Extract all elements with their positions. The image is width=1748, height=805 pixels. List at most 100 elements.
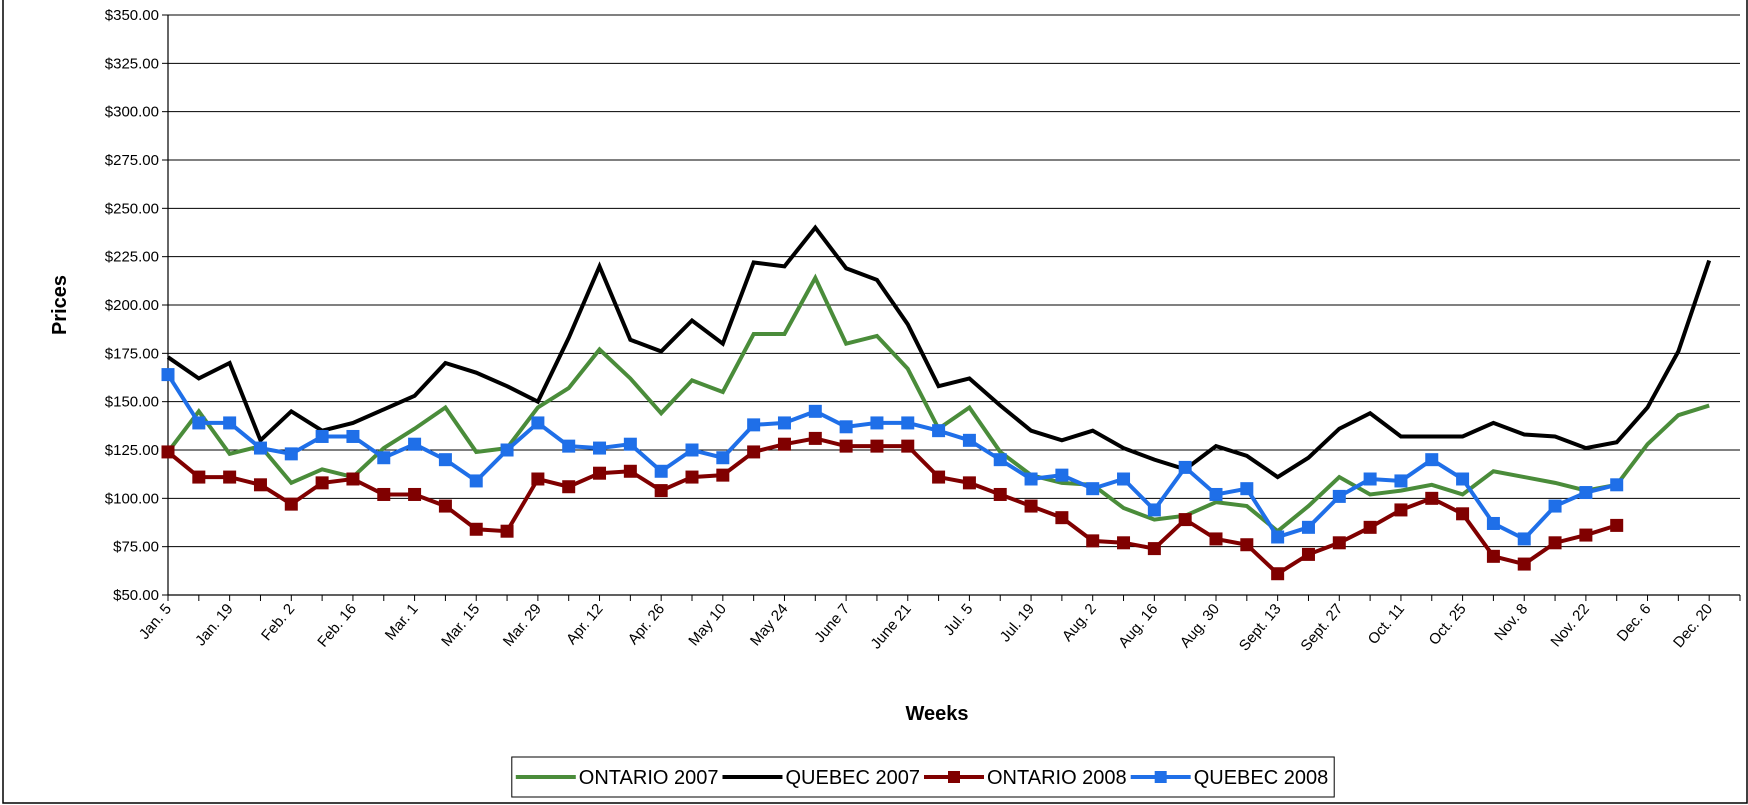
y-tick-label: $300.00 [105,104,159,121]
data-point [1055,468,1069,482]
data-point [284,447,298,461]
y-tick-label: $50.00 [113,587,159,604]
x-tick-label: Mar. 29 [500,601,545,650]
x-tick-label: Aug. 30 [1177,601,1223,652]
data-point [901,439,915,453]
data-point [161,368,175,382]
data-point [346,429,360,443]
x-tick-label: Oct. 25 [1426,601,1470,649]
legend-item: QUEBEC 2008 [1130,767,1328,789]
y-tick-label: $200.00 [105,297,159,314]
data-point [1271,567,1285,581]
data-point [1548,499,1562,513]
data-point [1209,487,1223,501]
x-tick-label: Oct. 11 [1365,601,1408,648]
data-point [1610,478,1624,492]
y-tick-label: $250.00 [105,200,159,217]
data-point [1024,499,1038,513]
data-point [1117,472,1131,486]
data-point [747,418,761,432]
x-tick-label: Aug. 16 [1115,601,1161,652]
y-tick-label: $100.00 [105,490,159,507]
data-point [1486,549,1500,563]
data-point [870,416,884,430]
data-point [593,466,607,480]
data-point [1024,472,1038,486]
data-point [284,497,298,511]
data-point [1086,482,1100,496]
legend-label: ONTARIO 2008 [987,767,1127,789]
x-tick-label: Apr. 12 [563,601,607,648]
x-tick-label: Jan. 5 [136,601,175,643]
data-point [1178,513,1192,527]
data-point [1517,532,1531,546]
data-point [593,441,607,455]
data-point [192,416,206,430]
data-point [1456,507,1470,521]
data-point [408,487,422,501]
x-tick-label: Sept. 27 [1297,601,1346,655]
x-tick-label: Nov. 22 [1547,601,1593,651]
data-point [1147,503,1161,517]
data-point [716,451,730,465]
x-tick-label: Dec. 20 [1670,601,1716,652]
data-point [1332,489,1346,503]
data-point [623,464,637,478]
data-point [623,437,637,451]
data-point [377,451,391,465]
data-point [1055,511,1069,525]
x-tick-label: Feb. 2 [258,601,298,645]
x-tick-label: June 7 [811,601,853,646]
data-point [161,445,175,459]
data-point [962,476,976,490]
data-point [716,468,730,482]
data-point [1517,557,1531,571]
y-axis-title: Prices [49,275,71,335]
y-tick-label: $275.00 [105,152,159,169]
data-point [1240,482,1254,496]
data-point [1425,453,1439,467]
data-point [1117,536,1131,550]
x-tick-label: Feb. 16 [314,601,360,651]
data-point [1301,547,1315,561]
data-point [654,484,668,498]
data-point [531,416,545,430]
data-point [192,470,206,484]
data-point [531,472,545,486]
data-point [500,443,514,457]
data-point [1579,486,1593,500]
y-tick-label: $350.00 [105,7,159,24]
data-point [253,441,267,455]
data-point [315,476,329,490]
legend-box [511,756,1335,798]
data-point [1209,532,1223,546]
series-line [166,224,1712,480]
y-tick-label: $325.00 [105,55,159,72]
data-point [1456,472,1470,486]
data-point [932,470,946,484]
legend-item: QUEBEC 2007 [722,767,920,789]
data-point [377,487,391,501]
y-tick-label: $175.00 [105,345,159,362]
data-point [1240,538,1254,552]
data-point [223,470,237,484]
legend-item: ONTARIO 2008 [924,767,1127,789]
x-tick-label: Jul. 19 [997,601,1038,646]
data-point [993,487,1007,501]
x-tick-label: June 21 [867,601,914,653]
data-point [685,470,699,484]
data-point [1610,518,1624,532]
y-tick-label: $225.00 [105,249,159,266]
data-point [315,429,329,443]
data-point [1394,503,1408,517]
x-tick-label: Mar. 15 [438,601,483,650]
legend-marker [948,771,960,783]
data-point [1548,536,1562,550]
data-point [438,453,452,467]
data-point [562,439,576,453]
x-tick-label: Jul. 5 [940,601,976,639]
data-point [777,416,791,430]
data-point [1332,536,1346,550]
data-point [962,433,976,447]
